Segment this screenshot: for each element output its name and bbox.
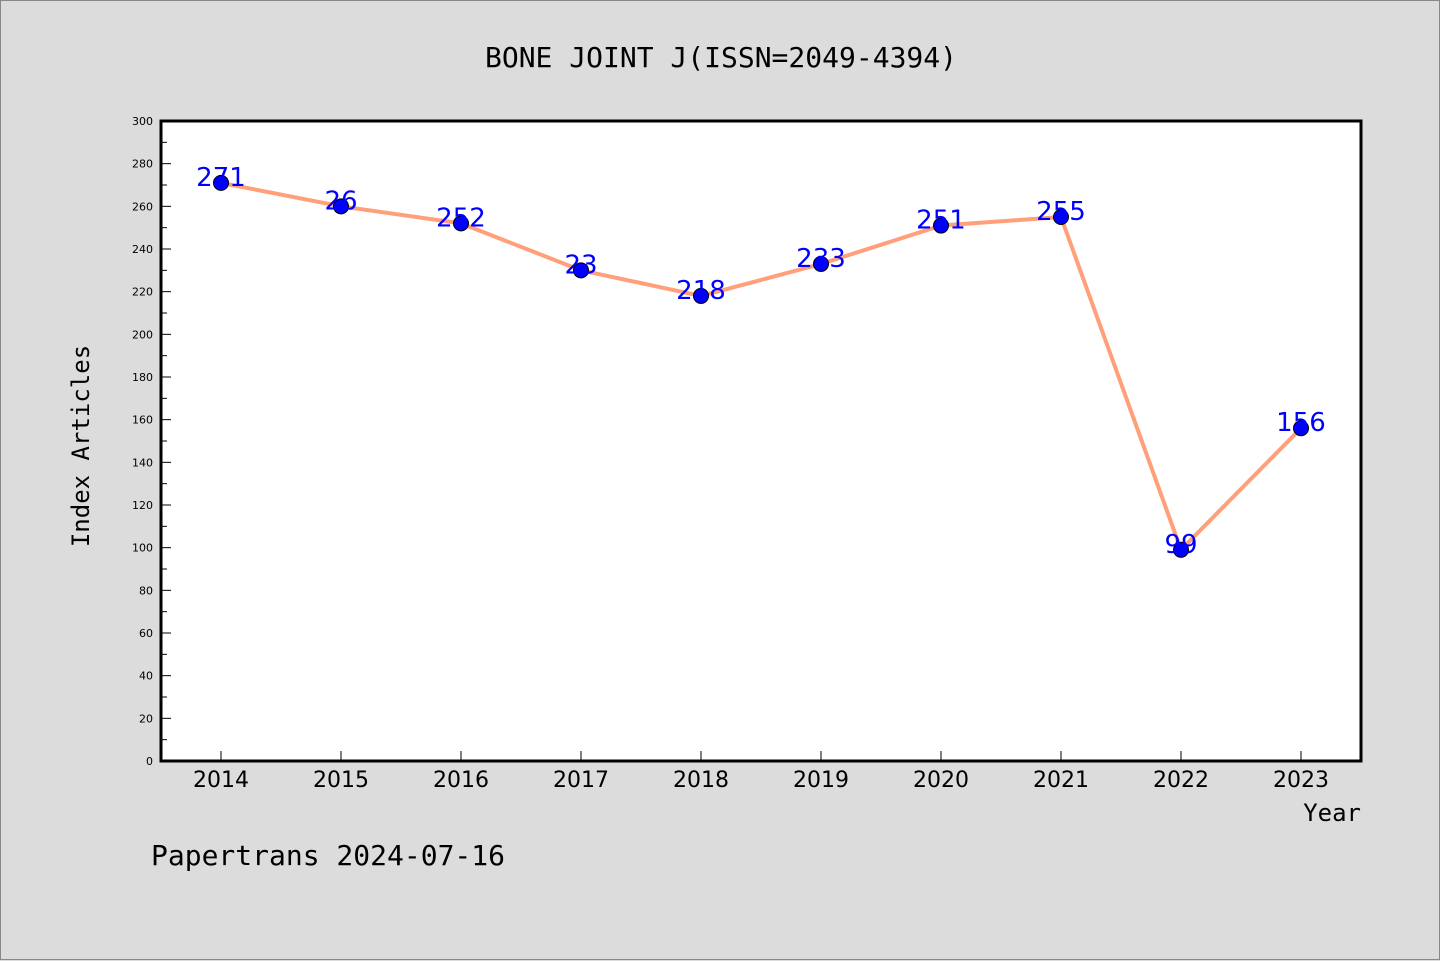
data-point [573, 262, 589, 279]
data-point [333, 198, 349, 215]
data-point [1293, 420, 1309, 437]
data-label: 156 [1276, 408, 1326, 438]
y-tick-label: 40 [139, 670, 153, 683]
plot-border [159, 119, 1363, 763]
series-line [220, 180, 1303, 552]
y-tick-label: 280 [132, 158, 153, 171]
plot-area [161, 121, 1361, 761]
x-tick-label: 2016 [433, 768, 489, 793]
data-label: 252 [436, 203, 486, 233]
series-layer: 271 26 252 23 218 233 251 255 99 156 [196, 163, 1326, 560]
y-tick-label: 0 [146, 755, 153, 768]
footer-text: Papertrans 2024-07-16 [151, 839, 505, 872]
data-point [453, 215, 469, 232]
data-label: 233 [796, 244, 846, 274]
x-tick-label: 2019 [793, 768, 849, 793]
data-label: 251 [916, 206, 966, 236]
x-tick-label: 2023 [1273, 768, 1329, 793]
data-label: 271 [196, 163, 246, 193]
data-label: 26 [324, 186, 357, 216]
y-tick-label: 240 [132, 243, 153, 256]
y-tick-label: 60 [139, 627, 153, 640]
x-tick-label: 2018 [673, 768, 729, 793]
data-label: 99 [1164, 530, 1197, 560]
data-label: 218 [676, 276, 726, 306]
data-point [213, 174, 229, 191]
y-tick-label: 80 [139, 584, 153, 597]
data-point [813, 255, 829, 272]
y-tick-label: 120 [132, 499, 153, 512]
data-label: 23 [564, 250, 597, 280]
y-tick-label: 140 [132, 456, 153, 469]
y-axis: 0 20 40 60 80 100 120 140 160 180 200 220 240 260 280 3… [132, 115, 171, 768]
y-tick-label: 300 [132, 115, 153, 128]
y-axis-title: Index Articles [67, 345, 95, 547]
x-tick-label: 2020 [913, 768, 969, 793]
y-tick-label: 100 [132, 542, 153, 555]
y-tick-label: 20 [139, 712, 153, 725]
data-point [1173, 541, 1189, 558]
x-tick-label: 2015 [313, 768, 369, 793]
y-tick-label: 220 [132, 286, 153, 299]
y-tick-label: 180 [132, 371, 153, 384]
x-tick-label: 2022 [1153, 768, 1209, 793]
x-axis: 2014 2015 2016 2017 2018 2019 2020 2021 2022 2023 [193, 751, 1329, 793]
x-tick-label: 2021 [1033, 768, 1089, 793]
x-axis-title: Year [1303, 799, 1361, 827]
x-tick-label: 2014 [193, 768, 249, 793]
x-tick-label: 2017 [553, 768, 609, 793]
y-tick-label: 260 [132, 200, 153, 213]
data-point [933, 217, 949, 234]
y-tick-label: 200 [132, 328, 153, 341]
chart-title: BONE JOINT J(ISSN=2049-4394) [485, 41, 957, 74]
data-point [693, 287, 709, 304]
data-label: 255 [1036, 197, 1086, 227]
y-tick-label: 160 [132, 414, 153, 427]
data-point [1053, 209, 1069, 225]
